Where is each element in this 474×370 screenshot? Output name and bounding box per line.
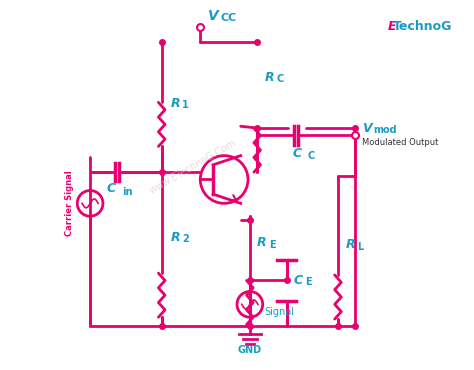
Text: R: R [346,238,355,251]
Text: mod: mod [374,125,397,135]
Text: E: E [269,240,276,250]
Text: E: E [388,20,396,33]
Text: 2: 2 [182,234,189,244]
Text: in: in [122,186,132,196]
Text: GND: GND [238,345,262,355]
Text: Carrier Signal: Carrier Signal [65,171,74,236]
Text: E: E [305,277,311,287]
Text: L: L [357,242,364,252]
Text: V: V [208,9,219,23]
Text: C: C [308,151,315,161]
Text: V: V [362,122,372,135]
Text: C: C [294,274,303,287]
Text: C: C [293,147,302,160]
Text: 1: 1 [182,100,189,110]
Text: R: R [257,236,267,249]
Text: C: C [277,74,284,84]
Text: CC: CC [220,13,237,23]
Text: www.ETechnoG.Com: www.ETechnoG.Com [147,138,238,196]
Text: R: R [264,71,274,84]
Text: Modulated Output: Modulated Output [362,138,438,147]
Text: TechnoG: TechnoG [393,20,453,33]
Text: C: C [107,182,116,195]
Text: R: R [171,97,181,110]
Text: Signal: Signal [264,307,294,317]
Text: R: R [171,231,181,244]
